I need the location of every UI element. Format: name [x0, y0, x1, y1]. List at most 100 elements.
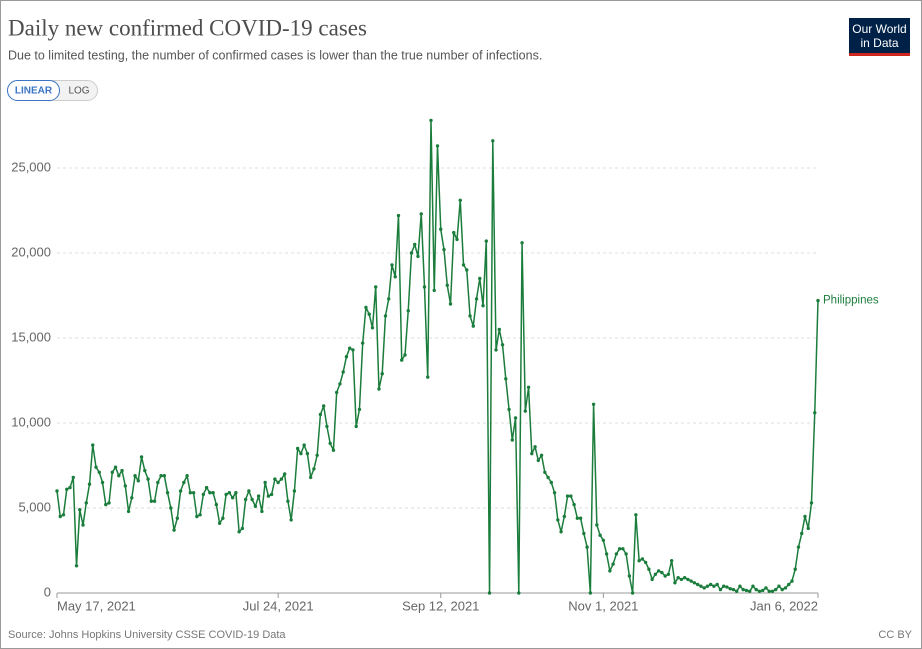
data-point [725, 585, 729, 589]
data-point [113, 465, 118, 469]
data-point [712, 584, 716, 588]
data-point [406, 309, 410, 313]
data-point [455, 237, 459, 242]
linear-label[interactable]: LINEAR [15, 86, 53, 97]
data-point [117, 474, 121, 478]
data-point [370, 326, 375, 330]
log-label[interactable]: LOG [68, 86, 89, 97]
data-point [640, 557, 645, 561]
data-point [334, 390, 339, 395]
data-point [426, 375, 430, 379]
data-point [809, 501, 814, 505]
data-point [61, 513, 66, 517]
data-point [104, 502, 108, 507]
data-point [513, 416, 518, 420]
data-point [175, 516, 180, 520]
data-point [624, 552, 628, 556]
data-point [682, 576, 687, 580]
data-point [569, 494, 573, 498]
data-point [575, 516, 580, 520]
logo-bar [849, 53, 910, 56]
data-point [78, 508, 82, 512]
x-tick-label: Jul 24, 2021 [243, 598, 314, 613]
data-point [204, 485, 209, 490]
data-point [221, 516, 225, 520]
data-point [741, 587, 745, 592]
data-point [539, 453, 544, 457]
data-point [208, 491, 212, 495]
data-point [465, 268, 469, 272]
data-point [611, 562, 615, 566]
data-point [195, 514, 199, 519]
data-point [165, 491, 170, 495]
y-tick-label: 25,000 [11, 159, 51, 174]
data-point [748, 589, 752, 593]
data-point [318, 412, 323, 417]
y-tick-label: 15,000 [11, 329, 51, 344]
data-point [123, 484, 127, 488]
data-point [422, 285, 427, 289]
data-point [806, 526, 810, 531]
data-point [91, 443, 95, 447]
linear-button[interactable] [7, 80, 60, 101]
data-point [770, 589, 775, 593]
source: Source: Johns Hopkins University CSSE CO… [8, 629, 286, 641]
data-point [263, 480, 267, 485]
data-point [734, 589, 739, 593]
data-point [692, 581, 697, 585]
data-point [445, 283, 449, 287]
logo[interactable] [849, 18, 910, 56]
data-point [71, 475, 75, 480]
data-point [237, 530, 241, 534]
data-point [546, 475, 550, 480]
data-point [549, 480, 554, 485]
data-point [84, 501, 88, 505]
data-point [305, 451, 310, 456]
data-point [478, 276, 482, 281]
data-point [107, 501, 111, 505]
data-point [227, 491, 232, 495]
data-point [97, 470, 101, 474]
data-point [676, 576, 680, 580]
data-point [767, 589, 771, 593]
license: CC BY [878, 629, 912, 641]
data-point [461, 263, 466, 267]
data-point [68, 485, 72, 490]
data-point [396, 213, 401, 218]
data-point [211, 491, 215, 495]
data-point [653, 572, 658, 576]
data-point [754, 587, 758, 592]
logo-text: in Data [860, 36, 898, 50]
data-point [565, 494, 570, 498]
data-point [530, 451, 534, 456]
data-point [338, 382, 342, 386]
data-point [347, 346, 352, 350]
data-point [201, 492, 206, 497]
data-point [321, 404, 326, 408]
data-point [429, 118, 433, 123]
data-point [816, 298, 820, 303]
data-point [256, 494, 261, 498]
data-point [780, 587, 784, 592]
data-point [536, 458, 541, 463]
data-point [458, 198, 462, 202]
data-point [504, 377, 508, 381]
data-point [510, 438, 514, 442]
data-point [796, 545, 801, 549]
data-point [341, 370, 345, 374]
data-point [260, 509, 264, 514]
data-point [325, 424, 329, 429]
data-point [686, 577, 690, 582]
data-point [377, 387, 381, 391]
data-point [299, 451, 303, 456]
data-point [58, 514, 62, 519]
data-point [390, 263, 394, 267]
data-point [715, 582, 719, 587]
data-point [601, 538, 606, 542]
data-point [656, 569, 661, 573]
data-point [419, 212, 423, 216]
data-point [556, 518, 560, 522]
data-point [286, 499, 290, 503]
data-point [452, 230, 456, 235]
data-point [608, 569, 612, 573]
